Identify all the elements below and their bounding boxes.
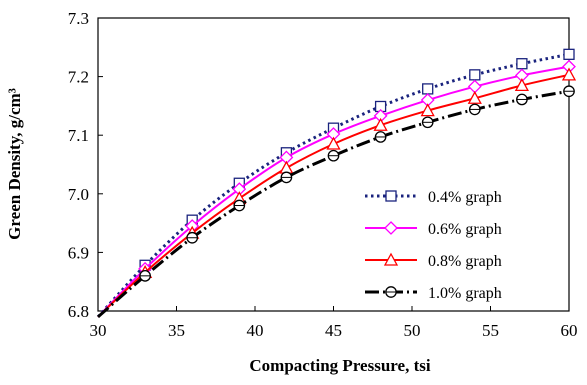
series-4 [97, 85, 575, 318]
data-point [467, 90, 482, 104]
data-point [467, 79, 482, 94]
data-point [374, 131, 387, 143]
series-line [97, 89, 570, 318]
y-tick-label: 7.2 [68, 68, 89, 87]
data-point [279, 160, 294, 174]
x-axis-title: Compacting Pressure, tsi [249, 356, 430, 375]
data-point [563, 48, 575, 60]
series-1 [96, 48, 575, 318]
legend: 0.4% graph 0.6% graph 0.8% graph 1.0% graph [365, 189, 502, 302]
data-point [561, 67, 577, 81]
data-point [280, 171, 293, 184]
data-point [563, 85, 575, 98]
y-tick-label: 7.3 [68, 9, 89, 28]
x-tick-label: 40 [247, 321, 264, 340]
data-point [420, 103, 435, 117]
data-point [326, 136, 341, 150]
data-point [139, 269, 151, 282]
y-axis-title: Green Density, g/cm³ [5, 88, 24, 240]
legend-item: 1.0% graph [365, 285, 502, 302]
y-tick-label: 7.1 [68, 126, 89, 145]
data-point [327, 149, 340, 162]
data-point [516, 58, 528, 70]
legend-marker [385, 286, 397, 298]
legend-label: 0.6% graph [428, 221, 502, 238]
legend-marker [383, 252, 399, 266]
data-point [516, 93, 528, 106]
y-tick-label: 6.9 [68, 243, 89, 262]
data-point [468, 103, 481, 116]
x-tick-label: 45 [325, 321, 342, 340]
axes-layer: 30 35 40 45 50 55 60 6.8 6.9 7.0 7.1 7.2 7.3 [68, 9, 578, 340]
series-line [96, 52, 570, 318]
x-tick-label: 50 [404, 321, 421, 340]
legend-item: 0.8% graph [365, 252, 502, 270]
x-tick-label: 30 [90, 321, 107, 340]
legend-label: 1.0% graph [428, 285, 502, 302]
data-point [421, 116, 434, 129]
y-tick-label: 6.8 [68, 302, 89, 321]
legend-marker [385, 190, 397, 202]
x-tick-label: 35 [168, 321, 185, 340]
legend-label: 0.8% graph [428, 253, 502, 270]
legend-label: 0.4% graph [428, 189, 502, 206]
x-tick-label: 55 [482, 321, 499, 340]
data-point [186, 231, 199, 244]
legend-item: 0.6% graph [365, 221, 502, 238]
x-tick-label: 60 [561, 321, 578, 340]
data-point [422, 83, 434, 95]
series-3 [97, 67, 577, 318]
legend-marker [384, 221, 398, 235]
y-tick-label: 7.0 [68, 185, 89, 204]
series-layer [96, 48, 577, 318]
data-point [373, 117, 388, 131]
legend-item: 0.4% graph [365, 189, 502, 206]
series-2 [97, 59, 576, 318]
data-point [233, 199, 246, 212]
data-point [514, 78, 529, 92]
data-point [469, 69, 481, 81]
